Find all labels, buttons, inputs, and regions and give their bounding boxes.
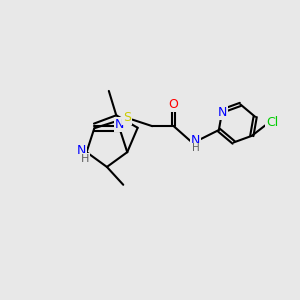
Text: N: N bbox=[76, 144, 86, 157]
Text: N: N bbox=[115, 118, 124, 131]
Text: N: N bbox=[191, 134, 200, 147]
Text: H: H bbox=[192, 143, 200, 153]
Text: N: N bbox=[218, 106, 227, 119]
Text: Cl: Cl bbox=[266, 116, 279, 129]
Text: O: O bbox=[169, 98, 178, 111]
Text: H: H bbox=[81, 154, 89, 164]
Text: S: S bbox=[123, 111, 131, 124]
